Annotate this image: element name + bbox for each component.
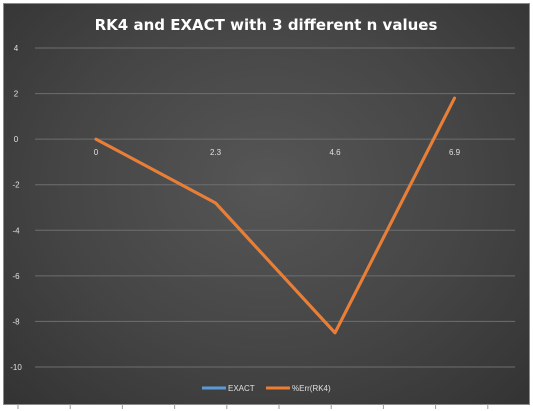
y-tick-label: -8: [12, 317, 20, 326]
chart-area: [3, 3, 530, 405]
x-tick-label: 2.3: [210, 148, 222, 157]
y-tick-label: -10: [10, 363, 22, 372]
y-axis: 4 2 0 -2 -4 -6 -8 -10: [10, 44, 22, 372]
legend-label: EXACT: [228, 384, 255, 393]
x-axis: 0 2.3 4.6 6.9: [94, 148, 461, 157]
series-line-err-rk4: [94, 96, 456, 335]
x-axis-tick-marks: [17, 404, 489, 409]
y-tick-label: 2: [14, 90, 19, 99]
x-tick-label: 0: [94, 148, 99, 157]
y-tick-label: -4: [12, 226, 20, 235]
y-tick-label: -6: [12, 272, 20, 281]
series-line-exact: [94, 96, 456, 335]
y-tick-label: 4: [14, 44, 19, 53]
legend-label: %Err(RK4): [292, 384, 331, 393]
series-lines: [94, 96, 456, 335]
legend: EXACT %Err(RK4): [202, 384, 331, 393]
gridlines: [35, 47, 515, 368]
x-tick-label: 6.9: [449, 148, 461, 157]
x-tick-label: 4.6: [329, 148, 341, 157]
y-tick-label: -2: [12, 181, 20, 190]
y-tick-label: 0: [14, 135, 19, 144]
chart-title: RK4 and EXACT with 3 different n values: [95, 16, 438, 34]
